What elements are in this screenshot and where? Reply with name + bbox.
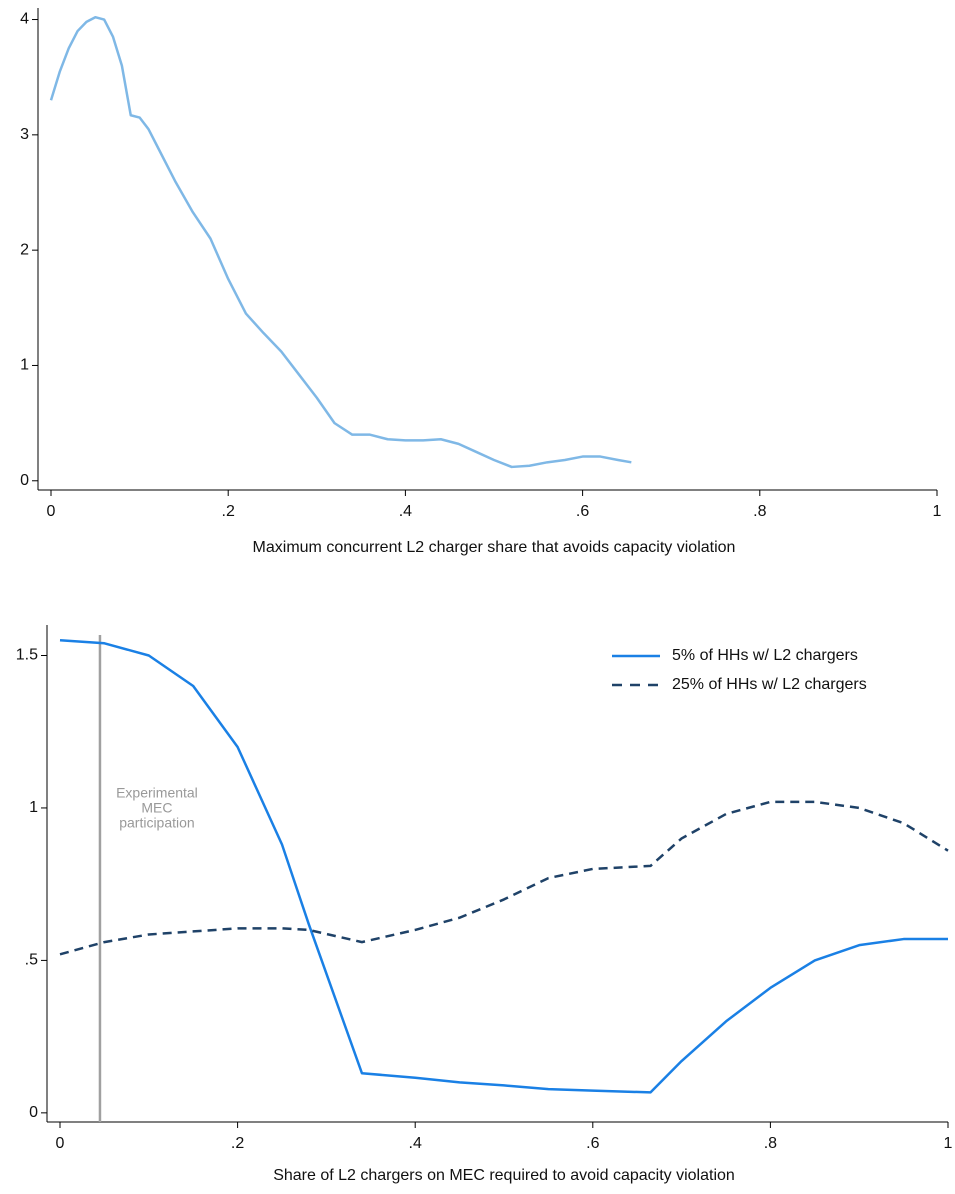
- x-tick-label: 0: [47, 503, 56, 520]
- x-tick-label: .6: [576, 503, 589, 520]
- y-tick-label: 0: [29, 1104, 38, 1121]
- x-tick-label: .2: [231, 1135, 244, 1152]
- x-axis-label: Maximum concurrent L2 charger share that…: [253, 539, 736, 556]
- x-tick-label: .2: [222, 503, 235, 520]
- y-tick-label: 0: [20, 472, 29, 489]
- x-tick-label: 1: [933, 503, 942, 520]
- data-line: [59, 638, 948, 1094]
- legend-label: 25% of HHs w/ L2 chargers: [672, 676, 867, 693]
- x-tick-label: .4: [409, 1135, 422, 1152]
- x-tick-label: 1: [944, 1135, 953, 1152]
- x-tick-label: .8: [753, 503, 766, 520]
- annotation: MEC: [141, 800, 172, 816]
- data-line: [59, 800, 949, 956]
- legend-label: 5% of HHs w/ L2 chargers: [672, 647, 858, 664]
- y-tick-label: 2: [20, 241, 29, 258]
- y-tick-label: 4: [20, 11, 29, 28]
- annotation: participation: [119, 815, 195, 831]
- x-tick-label: .6: [586, 1135, 599, 1152]
- x-axis-label: Share of L2 chargers on MEC required to …: [273, 1167, 735, 1184]
- y-tick-label: 3: [20, 126, 29, 143]
- x-tick-label: .4: [399, 503, 412, 520]
- x-tick-label: .8: [764, 1135, 777, 1152]
- x-tick-label: 0: [56, 1135, 65, 1152]
- data-line: [49, 15, 632, 469]
- y-tick-label: 1: [29, 799, 38, 816]
- annotation: Experimental: [116, 785, 198, 801]
- y-tick-label: 1.5: [16, 647, 38, 664]
- y-tick-label: .5: [25, 952, 38, 969]
- y-tick-label: 1: [20, 357, 29, 374]
